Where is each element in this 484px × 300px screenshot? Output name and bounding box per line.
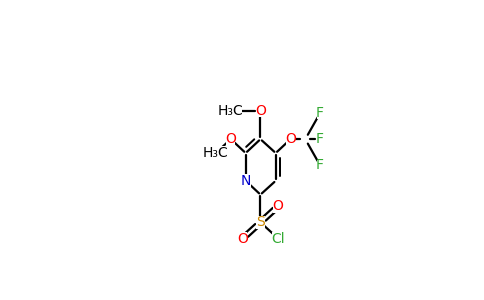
FancyBboxPatch shape xyxy=(272,232,285,245)
Text: H₃C: H₃C xyxy=(203,146,228,160)
FancyBboxPatch shape xyxy=(204,146,227,160)
Text: H₃C: H₃C xyxy=(218,104,244,118)
Text: S: S xyxy=(256,215,265,229)
FancyBboxPatch shape xyxy=(238,232,247,245)
FancyBboxPatch shape xyxy=(317,134,324,145)
Text: F: F xyxy=(316,106,324,120)
FancyBboxPatch shape xyxy=(317,107,324,119)
Text: F: F xyxy=(316,158,324,172)
Text: O: O xyxy=(255,104,266,118)
Text: O: O xyxy=(226,132,236,146)
FancyBboxPatch shape xyxy=(256,104,265,117)
FancyBboxPatch shape xyxy=(286,133,295,146)
FancyBboxPatch shape xyxy=(256,216,265,229)
Text: F: F xyxy=(316,132,324,146)
FancyBboxPatch shape xyxy=(240,174,252,188)
Text: O: O xyxy=(272,199,284,213)
Text: Cl: Cl xyxy=(272,232,285,245)
Text: O: O xyxy=(237,232,248,245)
Text: N: N xyxy=(241,174,251,188)
FancyBboxPatch shape xyxy=(226,133,236,146)
Text: O: O xyxy=(285,132,296,146)
FancyBboxPatch shape xyxy=(219,104,242,118)
FancyBboxPatch shape xyxy=(273,200,283,212)
FancyBboxPatch shape xyxy=(317,160,324,171)
